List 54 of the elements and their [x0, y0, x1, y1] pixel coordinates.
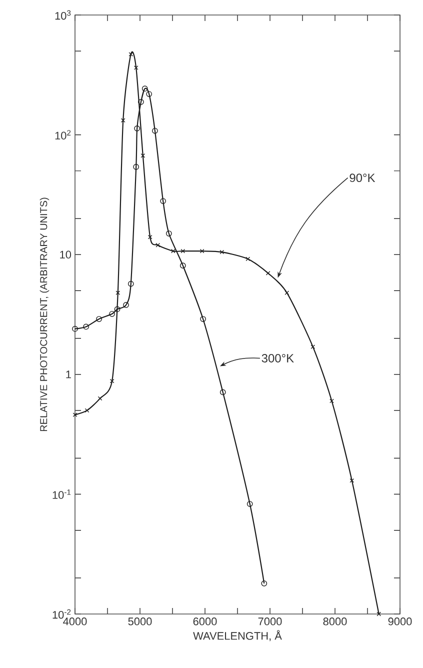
point: [330, 398, 334, 404]
x-axis-title: WAVELENGTH, Å: [193, 630, 282, 642]
y-tick-label: 10: [60, 250, 72, 258]
point: [120, 118, 126, 123]
point: [98, 396, 102, 401]
point: [146, 91, 152, 97]
point: [142, 86, 148, 92]
point: [220, 389, 226, 396]
y-axis-title: RELATIVE PHOTOCURRENT, (ARBITRARY UNITS): [40, 198, 50, 432]
point: [200, 316, 206, 322]
y-tick-label: 10$^{3}$: [55, 10, 71, 20]
point: [246, 256, 250, 262]
point: [156, 242, 160, 248]
point: [133, 164, 140, 170]
y-tick-label: 1: [66, 370, 71, 378]
x-tick-label: 6000: [193, 618, 217, 626]
point: [84, 408, 90, 413]
point: [220, 250, 224, 254]
x-tick-label: 8000: [323, 618, 347, 626]
point: [140, 153, 146, 158]
point: [138, 99, 144, 105]
y-tick-label: 10$^{-1}$: [52, 490, 71, 499]
point: [109, 310, 115, 317]
x-tick-label: 9000: [388, 618, 412, 626]
point: [148, 234, 152, 240]
point: [180, 248, 186, 254]
point: [246, 500, 253, 507]
x-tick-label: 7000: [258, 618, 282, 626]
point: [128, 52, 134, 56]
point: [134, 66, 138, 70]
point: [83, 324, 89, 330]
point: [116, 290, 120, 295]
point: [266, 270, 270, 276]
point: [200, 248, 204, 254]
annotation: 90°K: [350, 174, 376, 182]
y-tick-label: 10$^{-2}$: [52, 609, 71, 619]
point: [350, 478, 354, 483]
point: [180, 262, 186, 269]
point: [152, 128, 158, 134]
x-tick-label: 4000: [63, 618, 87, 626]
point: [114, 306, 120, 312]
point: [123, 302, 129, 308]
point: [284, 290, 290, 295]
point: [128, 280, 134, 287]
point: [96, 316, 102, 322]
annotation: 300°K: [262, 354, 294, 362]
point: [110, 378, 114, 384]
y-tick-label: 10$^{2}$: [55, 130, 71, 140]
point: [310, 344, 316, 349]
point: [170, 248, 176, 254]
x-tick-label: 5000: [128, 618, 152, 626]
point: [134, 126, 140, 132]
point: [160, 198, 166, 204]
point: [166, 230, 172, 236]
